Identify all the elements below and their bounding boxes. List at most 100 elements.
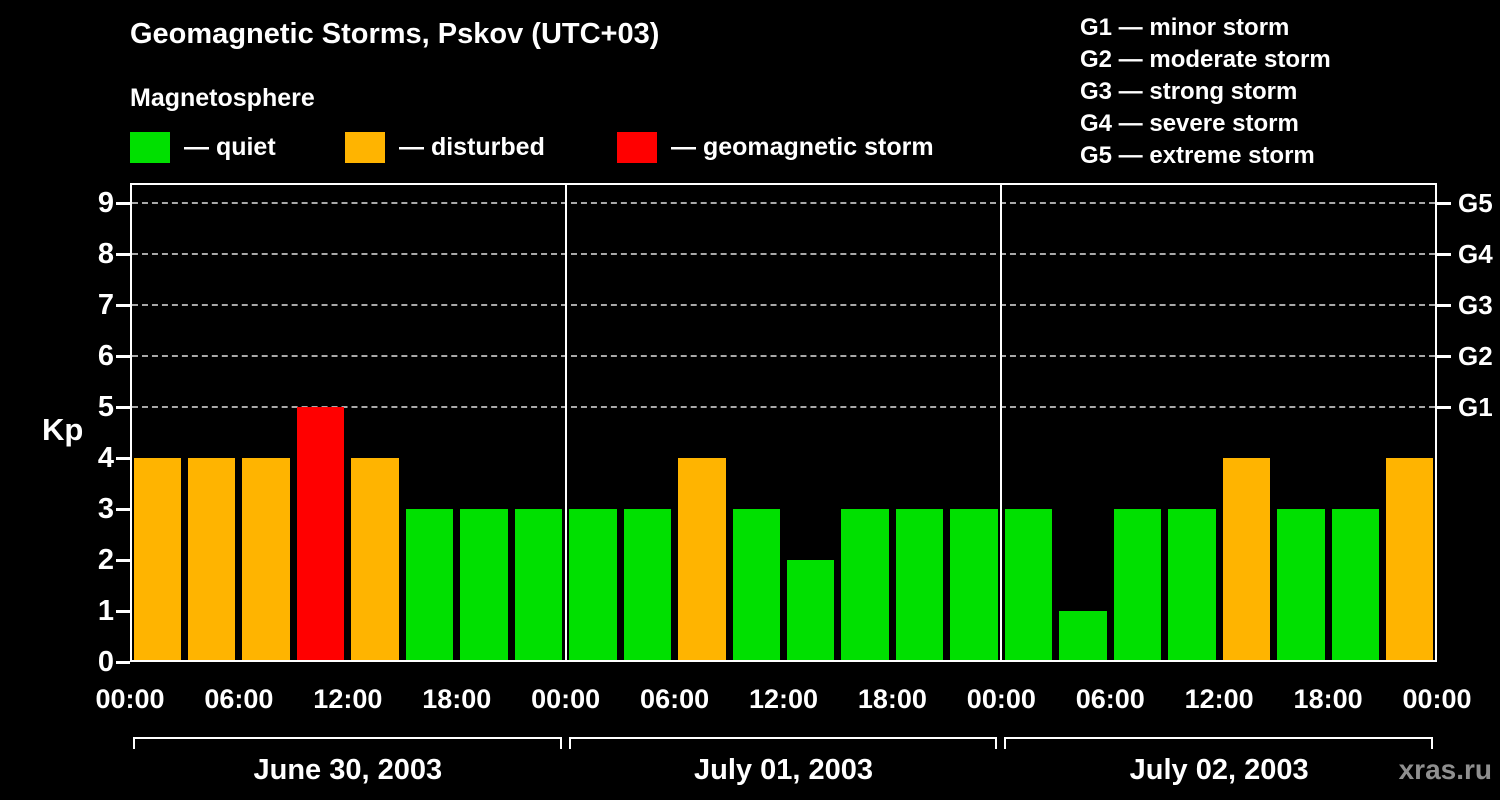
y-tick-label: 9 xyxy=(97,187,114,220)
time-label: 12:00 xyxy=(748,684,819,714)
time-label: 00:00 xyxy=(531,684,601,714)
kp-bar xyxy=(187,458,236,660)
time-label: 18:00 xyxy=(422,684,492,714)
y-tick xyxy=(116,609,130,613)
y-tick-label: 4 xyxy=(97,442,114,475)
kp-bar xyxy=(1004,509,1053,660)
g-axis-label: G1 xyxy=(1458,392,1493,423)
time-label: 06:00 xyxy=(1075,684,1145,714)
kp-bar xyxy=(460,509,508,660)
chart-title: Geomagnetic Storms, Pskov (UTC+03) xyxy=(130,18,660,50)
g-tick xyxy=(1437,303,1451,307)
y-tick-label: 8 xyxy=(97,238,114,271)
chart-subtitle: Magnetosphere xyxy=(130,84,315,112)
time-label: 00:00 xyxy=(966,684,1036,714)
g-axis-label: G3 xyxy=(1458,290,1493,321)
g4-legend-line: G4 — severe storm xyxy=(1080,110,1299,137)
time-label: 12:00 xyxy=(1184,684,1254,714)
kp-bar xyxy=(242,458,290,660)
y-tick xyxy=(116,354,130,358)
quiet-color-swatch xyxy=(130,132,170,163)
kp-bar xyxy=(1386,458,1434,660)
storm-color-swatch xyxy=(617,132,657,163)
day-separator xyxy=(564,185,567,660)
gridline-kp9 xyxy=(132,202,1435,205)
legend-item-quiet: — quiet xyxy=(130,132,276,163)
y-axis-title: Kp xyxy=(42,412,84,447)
g5-legend-line: G5 — extreme storm xyxy=(1080,142,1315,169)
plot-area xyxy=(130,183,1437,662)
g-tick xyxy=(1437,201,1451,205)
y-tick-label: 2 xyxy=(97,544,114,577)
y-tick xyxy=(116,507,130,511)
legend-label-disturbed: — disturbed xyxy=(399,133,545,161)
y-tick xyxy=(116,456,130,460)
kp-bar xyxy=(1222,458,1271,660)
g-scale-legend: G1 — minor storm G2 — moderate storm G3 … xyxy=(1080,12,1331,172)
y-tick-label: 5 xyxy=(97,391,114,424)
y-tick xyxy=(116,558,130,562)
kp-bar xyxy=(623,509,672,660)
y-tick-label: 6 xyxy=(97,340,114,373)
day-bracket xyxy=(133,737,562,749)
y-tick xyxy=(116,303,130,307)
legend-label-storm: — geomagnetic storm xyxy=(671,133,934,161)
time-label: 18:00 xyxy=(857,684,927,714)
disturbed-color-swatch xyxy=(345,132,385,163)
y-tick xyxy=(116,252,130,256)
g-axis-label: G4 xyxy=(1458,239,1493,270)
time-label: 06:00 xyxy=(640,684,710,714)
g-axis-label: G2 xyxy=(1458,341,1493,372)
kp-bar xyxy=(133,458,181,660)
y-tick-label: 7 xyxy=(97,289,114,322)
date-label: June 30, 2003 xyxy=(253,754,443,786)
kp-bar xyxy=(1059,611,1107,660)
g1-legend-line: G1 — minor storm xyxy=(1080,14,1290,41)
legend-label-quiet: — quiet xyxy=(184,133,276,161)
kp-bar xyxy=(1168,509,1216,660)
kp-bar xyxy=(1277,509,1325,660)
kp-bar xyxy=(841,509,889,660)
time-label: 18:00 xyxy=(1293,684,1363,714)
time-label-end: 00:00 xyxy=(1402,684,1472,714)
kp-bar xyxy=(405,509,454,660)
kp-bar xyxy=(732,509,780,660)
y-tick xyxy=(116,201,130,205)
legend-item-storm: — geomagnetic storm xyxy=(617,132,934,163)
kp-bar xyxy=(678,458,726,660)
gridline-kp5 xyxy=(132,406,1435,409)
kp-bar xyxy=(569,509,617,660)
g-tick xyxy=(1437,252,1451,256)
day-separator xyxy=(1000,185,1003,660)
watermark: xras.ru xyxy=(1398,754,1492,785)
y-tick-label: 1 xyxy=(97,595,114,628)
day-bracket xyxy=(568,737,998,749)
kp-bar xyxy=(351,458,399,660)
gridline-kp7 xyxy=(132,304,1435,307)
date-label: July 02, 2003 xyxy=(1129,754,1309,786)
kp-bar xyxy=(1331,509,1380,660)
g-tick xyxy=(1437,354,1451,358)
kp-bar xyxy=(1113,509,1162,660)
gridline-kp6 xyxy=(132,355,1435,358)
gridline-kp8 xyxy=(132,253,1435,256)
kp-bar xyxy=(296,407,345,660)
time-label: 12:00 xyxy=(313,684,383,714)
g-tick xyxy=(1437,405,1451,409)
time-label: 00:00 xyxy=(95,684,165,714)
y-tick xyxy=(116,660,130,664)
y-tick-label: 3 xyxy=(97,493,114,526)
legend-item-disturbed: — disturbed xyxy=(345,132,545,163)
day-bracket xyxy=(1004,737,1433,749)
g3-legend-line: G3 — strong storm xyxy=(1080,78,1298,105)
kp-bar xyxy=(895,509,944,660)
kp-bar xyxy=(950,509,998,660)
time-label: 06:00 xyxy=(204,684,274,714)
kp-bar xyxy=(787,560,835,660)
y-tick-label: 0 xyxy=(97,646,114,678)
g-axis-label: G5 xyxy=(1458,188,1493,219)
date-label: July 01, 2003 xyxy=(693,754,873,786)
y-tick xyxy=(116,405,130,409)
g2-legend-line: G2 — moderate storm xyxy=(1080,46,1331,73)
